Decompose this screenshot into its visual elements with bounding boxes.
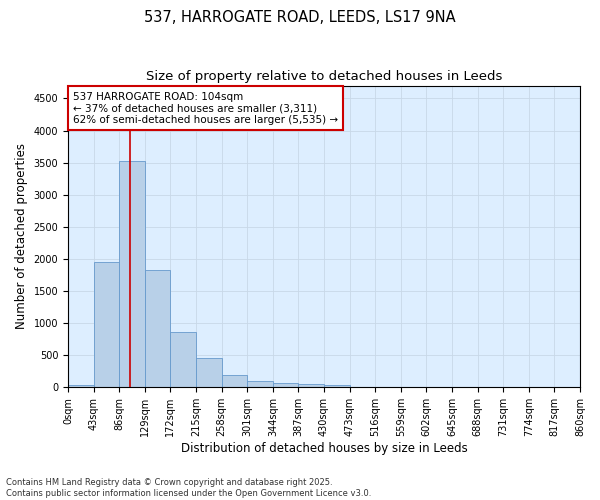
Bar — [298, 384, 324, 388]
Text: 537, HARROGATE ROAD, LEEDS, LS17 9NA: 537, HARROGATE ROAD, LEEDS, LS17 9NA — [144, 10, 456, 25]
Bar — [221, 376, 247, 388]
Bar — [196, 358, 221, 388]
Bar — [273, 383, 298, 388]
Text: 537 HARROGATE ROAD: 104sqm
← 37% of detached houses are smaller (3,311)
62% of s: 537 HARROGATE ROAD: 104sqm ← 37% of deta… — [73, 92, 338, 125]
Bar — [324, 386, 350, 388]
Bar — [119, 162, 145, 388]
X-axis label: Distribution of detached houses by size in Leeds: Distribution of detached houses by size … — [181, 442, 467, 455]
Bar — [247, 381, 273, 388]
Bar — [170, 332, 196, 388]
Title: Size of property relative to detached houses in Leeds: Size of property relative to detached ho… — [146, 70, 502, 83]
Bar — [68, 386, 94, 388]
Text: Contains HM Land Registry data © Crown copyright and database right 2025.
Contai: Contains HM Land Registry data © Crown c… — [6, 478, 371, 498]
Bar — [94, 262, 119, 388]
Bar — [145, 270, 170, 388]
Y-axis label: Number of detached properties: Number of detached properties — [15, 144, 28, 330]
